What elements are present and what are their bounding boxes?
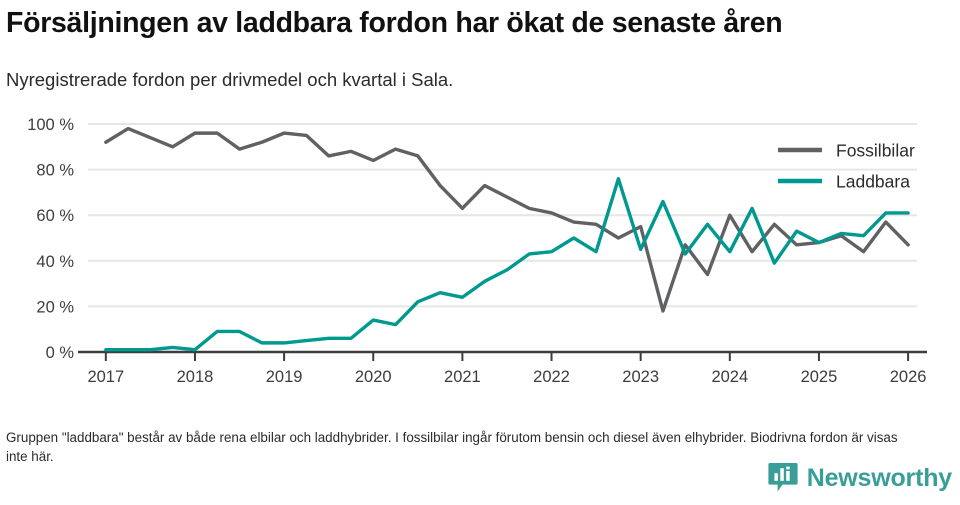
series-line-fossilbilar [104, 126, 910, 313]
y-tick-label: 40 % [36, 253, 74, 271]
y-tick-label: 60 % [36, 207, 74, 225]
chart-legend: Fossilbilar Laddbara [778, 141, 915, 192]
x-tick-label: 2025 [801, 368, 838, 386]
legend-label: Fossilbilar [836, 141, 915, 161]
newsworthy-branding: Newsworthy [768, 461, 952, 495]
legend-label: Laddbara [836, 172, 910, 192]
x-tick-label: 2019 [266, 368, 303, 386]
gridlines [88, 123, 917, 308]
x-tick-label: 2022 [533, 368, 570, 386]
x-tick-label: 2024 [711, 368, 748, 386]
footnote: Gruppen "laddbara" består av både rena e… [6, 430, 898, 464]
line-chart: 0 % 20 % 40 % 60 % 80 % 100 % 2017 2018 2019 202… [27, 116, 927, 386]
x-axis [78, 350, 927, 361]
y-tick-label: 100 % [27, 116, 74, 134]
page-title: Försäljningen av laddbara fordon har öka… [6, 7, 783, 39]
y-tick-label: 80 % [36, 162, 74, 180]
y-tick-label: 20 % [36, 298, 74, 316]
bar-chart-speech-bubble-icon [768, 463, 798, 492]
brand-name: Newsworthy [806, 464, 952, 492]
data-series [104, 126, 910, 352]
series-line-laddbara [104, 177, 910, 352]
x-tick-label: 2020 [355, 368, 392, 386]
x-tick-label: 2023 [622, 368, 659, 386]
x-tick-label: 2017 [87, 368, 124, 386]
chart-container: 0 % 20 % 40 % 60 % 80 % 100 % 2017 2018 2019 202… [0, 108, 960, 393]
x-tick-label: 2018 [177, 368, 214, 386]
x-tick-label: 2021 [444, 368, 481, 386]
y-tick-label: 0 % [46, 344, 75, 362]
page-subtitle: Nyregistrerade fordon per drivmedel och … [6, 69, 454, 90]
y-axis-tick-labels: 0 % 20 % 40 % 60 % 80 % 100 % [27, 116, 74, 362]
x-tick-label: 2026 [890, 368, 927, 386]
x-axis-tick-labels: 2017 2018 2019 2020 2021 2022 2023 2024 2025 2026 [87, 368, 926, 386]
